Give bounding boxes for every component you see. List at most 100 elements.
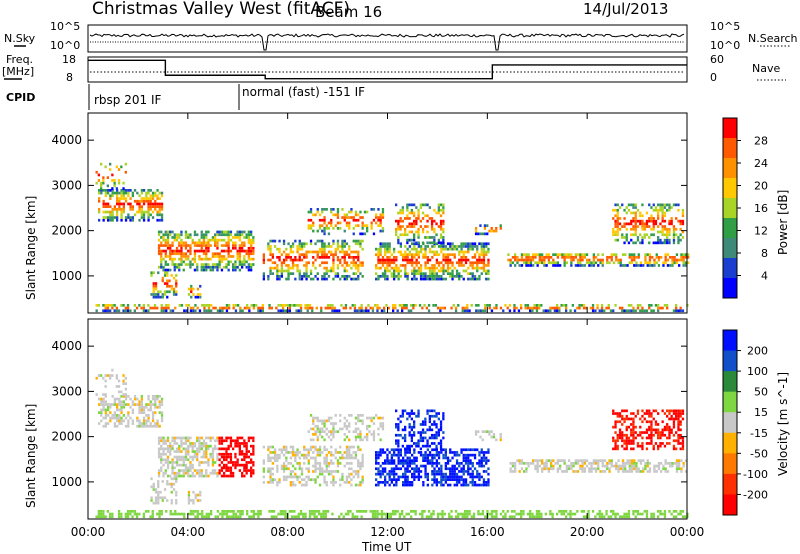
range-cell	[236, 463, 239, 467]
range-cell	[424, 464, 427, 468]
range-cell	[677, 219, 680, 223]
range-cell	[275, 515, 278, 519]
range-cell	[393, 247, 396, 251]
range-cell	[345, 242, 349, 246]
range-cell	[245, 260, 248, 264]
range-cell	[681, 208, 685, 212]
range-cell	[187, 452, 190, 456]
range-cell	[442, 456, 445, 460]
range-cell	[331, 306, 334, 310]
range-cell	[381, 210, 385, 214]
range-cell	[390, 467, 393, 471]
range-cell	[525, 462, 528, 465]
range-cell	[126, 510, 130, 513]
range-cell	[431, 456, 434, 460]
range-cell	[216, 515, 220, 519]
range-cell	[199, 295, 202, 299]
range-cell	[120, 210, 123, 214]
range-cell	[424, 420, 427, 424]
range-cell	[437, 275, 441, 278]
range-cell	[124, 191, 128, 195]
range-cell	[406, 256, 409, 259]
range-cell	[309, 210, 313, 214]
range-cell	[417, 269, 420, 273]
range-cell	[252, 241, 255, 245]
range-cell	[214, 263, 217, 266]
range-cell	[361, 464, 364, 468]
range-cell	[421, 306, 424, 310]
range-cell	[630, 439, 633, 443]
range-cell	[332, 453, 335, 457]
range-cell	[288, 306, 291, 310]
range-cell	[478, 277, 481, 281]
range-cell	[430, 219, 434, 223]
range-cell	[225, 515, 229, 519]
range-cell	[679, 420, 682, 424]
range-cell	[126, 306, 130, 310]
range-cell	[166, 499, 169, 502]
range-cell	[247, 249, 250, 253]
range-cell	[200, 233, 203, 237]
range-cell	[175, 293, 178, 296]
range-cell	[516, 261, 519, 265]
range-cell	[321, 250, 324, 254]
range-cell	[171, 512, 175, 516]
range-cell	[151, 202, 155, 206]
range-cell	[439, 214, 443, 218]
range-cell	[393, 258, 396, 262]
range-cell	[461, 306, 464, 310]
range-cell	[171, 309, 175, 313]
range-cell	[442, 436, 445, 440]
range-cell	[386, 258, 389, 262]
range-cell	[648, 256, 652, 259]
range-cell	[241, 458, 244, 462]
range-cell	[442, 478, 445, 481]
range-cell	[250, 461, 253, 464]
range-cell	[180, 249, 183, 253]
range-cell	[684, 264, 688, 267]
range-cell	[384, 462, 387, 465]
range-cell	[245, 236, 248, 239]
range-cell	[467, 462, 470, 465]
range-cell	[415, 247, 418, 251]
range-cell	[357, 256, 360, 259]
nsky-label: N.Sky	[4, 32, 36, 45]
range-cell	[682, 261, 685, 265]
range-cell	[415, 219, 418, 223]
colorbar-swatch	[723, 158, 737, 179]
range-cell	[444, 448, 447, 452]
range-cell	[111, 191, 114, 195]
range-cell	[628, 470, 631, 473]
range-cell	[261, 309, 264, 313]
range-cell	[343, 275, 346, 278]
range-cell	[415, 277, 418, 281]
range-cell	[207, 238, 210, 242]
range-cell	[451, 242, 454, 246]
range-cell	[547, 253, 550, 256]
range-cell	[106, 184, 109, 188]
range-cell	[287, 462, 290, 465]
range-cell	[664, 261, 667, 265]
range-cell	[619, 464, 622, 468]
range-cell	[218, 436, 221, 440]
range-cell	[113, 208, 116, 211]
range-cell	[681, 236, 685, 239]
range-cell	[395, 433, 398, 437]
range-cell	[194, 496, 197, 500]
range-cell	[536, 470, 539, 473]
range-cell	[381, 229, 385, 233]
range-cell	[517, 309, 521, 313]
range-cell	[621, 433, 624, 437]
range-cell	[220, 255, 224, 258]
range-cell	[404, 436, 407, 440]
range-cell	[648, 433, 651, 437]
range-cell	[172, 293, 176, 296]
range-cell	[267, 247, 270, 251]
range-cell	[608, 470, 611, 473]
range-cell	[276, 467, 279, 471]
range-cell	[170, 284, 173, 288]
range-cell	[156, 202, 159, 206]
range-cell	[332, 264, 335, 267]
range-cell	[267, 481, 270, 484]
range-cell	[437, 462, 441, 465]
